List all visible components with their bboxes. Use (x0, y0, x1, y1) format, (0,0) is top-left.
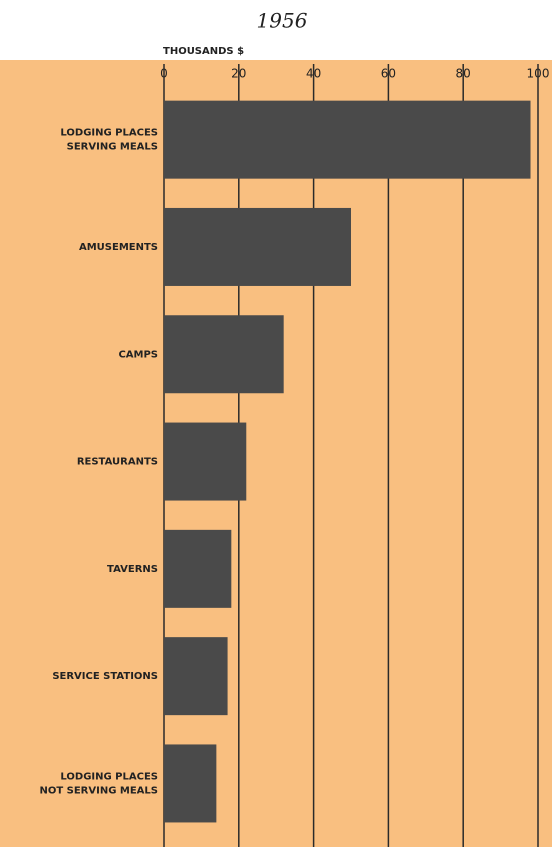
chart-title: 1956 (257, 9, 308, 33)
bar (164, 100, 531, 179)
plot-background (0, 60, 552, 847)
bar (164, 744, 217, 823)
y-tick-label: RESTAURANTS (77, 457, 158, 468)
bar (164, 422, 247, 501)
bar (164, 529, 232, 608)
bar (164, 207, 351, 286)
y-tick-label: SERVICE STATIONS (52, 671, 158, 682)
y-tick-label: CAMPS (118, 349, 158, 360)
y-tick-label: AMUSEMENTS (79, 242, 158, 253)
y-tick-label: TAVERNS (107, 564, 158, 575)
bar (164, 315, 284, 394)
axis-label: THOUSANDS $ (163, 46, 244, 57)
bar (164, 637, 228, 716)
y-tick-label: LODGING PLACES SERVING MEALS (60, 128, 158, 153)
y-tick-label: LODGING PLACES NOT SERVING MEALS (39, 771, 158, 796)
